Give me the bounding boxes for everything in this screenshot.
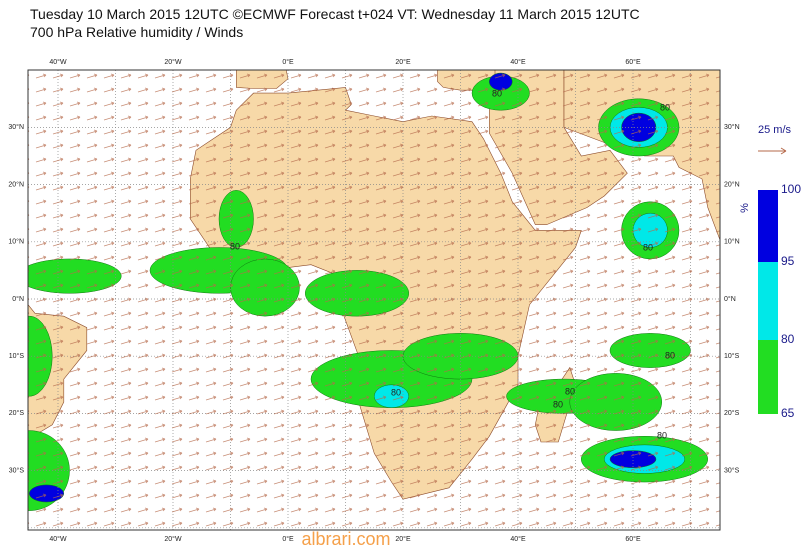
longitude-label: 60°E: [625, 58, 641, 66]
contour-label: 80: [660, 102, 670, 112]
contour-label: 80: [391, 387, 401, 397]
longitude-label: 60°E: [625, 535, 641, 543]
wind-arrows: [28, 70, 720, 530]
latitude-label: 30°N: [724, 123, 740, 131]
latitude-label: 20°S: [724, 409, 740, 417]
wind-scale-arrow: [758, 147, 787, 155]
contour-label: 80: [553, 399, 563, 409]
colorbar-95-100: [758, 190, 778, 262]
colorbar-level: 65: [781, 406, 795, 420]
contour-label: 80: [665, 350, 675, 360]
longitude-label: 40°E: [510, 535, 526, 543]
latitude-label: 20°S: [9, 409, 25, 417]
contour-label: 80: [230, 241, 240, 251]
longitude-label: 40°E: [510, 58, 526, 66]
contour-label: 80: [643, 242, 653, 252]
latitude-label: 0°N: [724, 295, 736, 303]
longitude-label: 20°E: [395, 535, 411, 543]
contour-label: 80: [492, 88, 502, 98]
contour-label: 80: [565, 386, 575, 396]
colorbar-level: 80: [781, 332, 795, 346]
latitude-label: 10°S: [9, 352, 25, 360]
longitude-label: 0°E: [282, 535, 294, 543]
latitude-label: 30°N: [8, 123, 24, 131]
colorbar-80-95: [758, 262, 778, 340]
colorbar-65-80: [758, 340, 778, 414]
latitude-label: 30°S: [724, 466, 740, 474]
longitude-label: 20°E: [395, 58, 411, 66]
latitude-label: 10°S: [724, 352, 740, 360]
longitude-label: 40°W: [49, 58, 67, 66]
contour-label: 80: [657, 430, 667, 440]
map-title: Tuesday 10 March 2015 12UTC ©ECMWF Forec…: [30, 6, 640, 22]
longitude-label: 20°W: [164, 535, 182, 543]
wind-scale-label: 25 m/s: [758, 124, 792, 136]
colorbar-unit: %: [739, 203, 751, 213]
colorbar-level: 95: [781, 254, 795, 268]
colorbar-level: 100: [781, 182, 801, 196]
longitude-label: 20°W: [164, 58, 182, 66]
map-border: [27, 69, 721, 531]
latitude-label: 30°S: [9, 466, 25, 474]
latitude-label: 0°N: [12, 295, 24, 303]
map-subtitle: 700 hPa Relative humidity / Winds: [30, 24, 243, 40]
longitude-label: 40°W: [49, 535, 67, 543]
latitude-label: 10°N: [724, 238, 740, 246]
watermark: albrari.com: [301, 529, 390, 549]
latitude-label: 20°N: [724, 180, 740, 188]
longitude-label: 0°E: [282, 58, 294, 66]
latitude-label: 20°N: [8, 180, 24, 188]
latitude-label: 10°N: [8, 238, 24, 246]
